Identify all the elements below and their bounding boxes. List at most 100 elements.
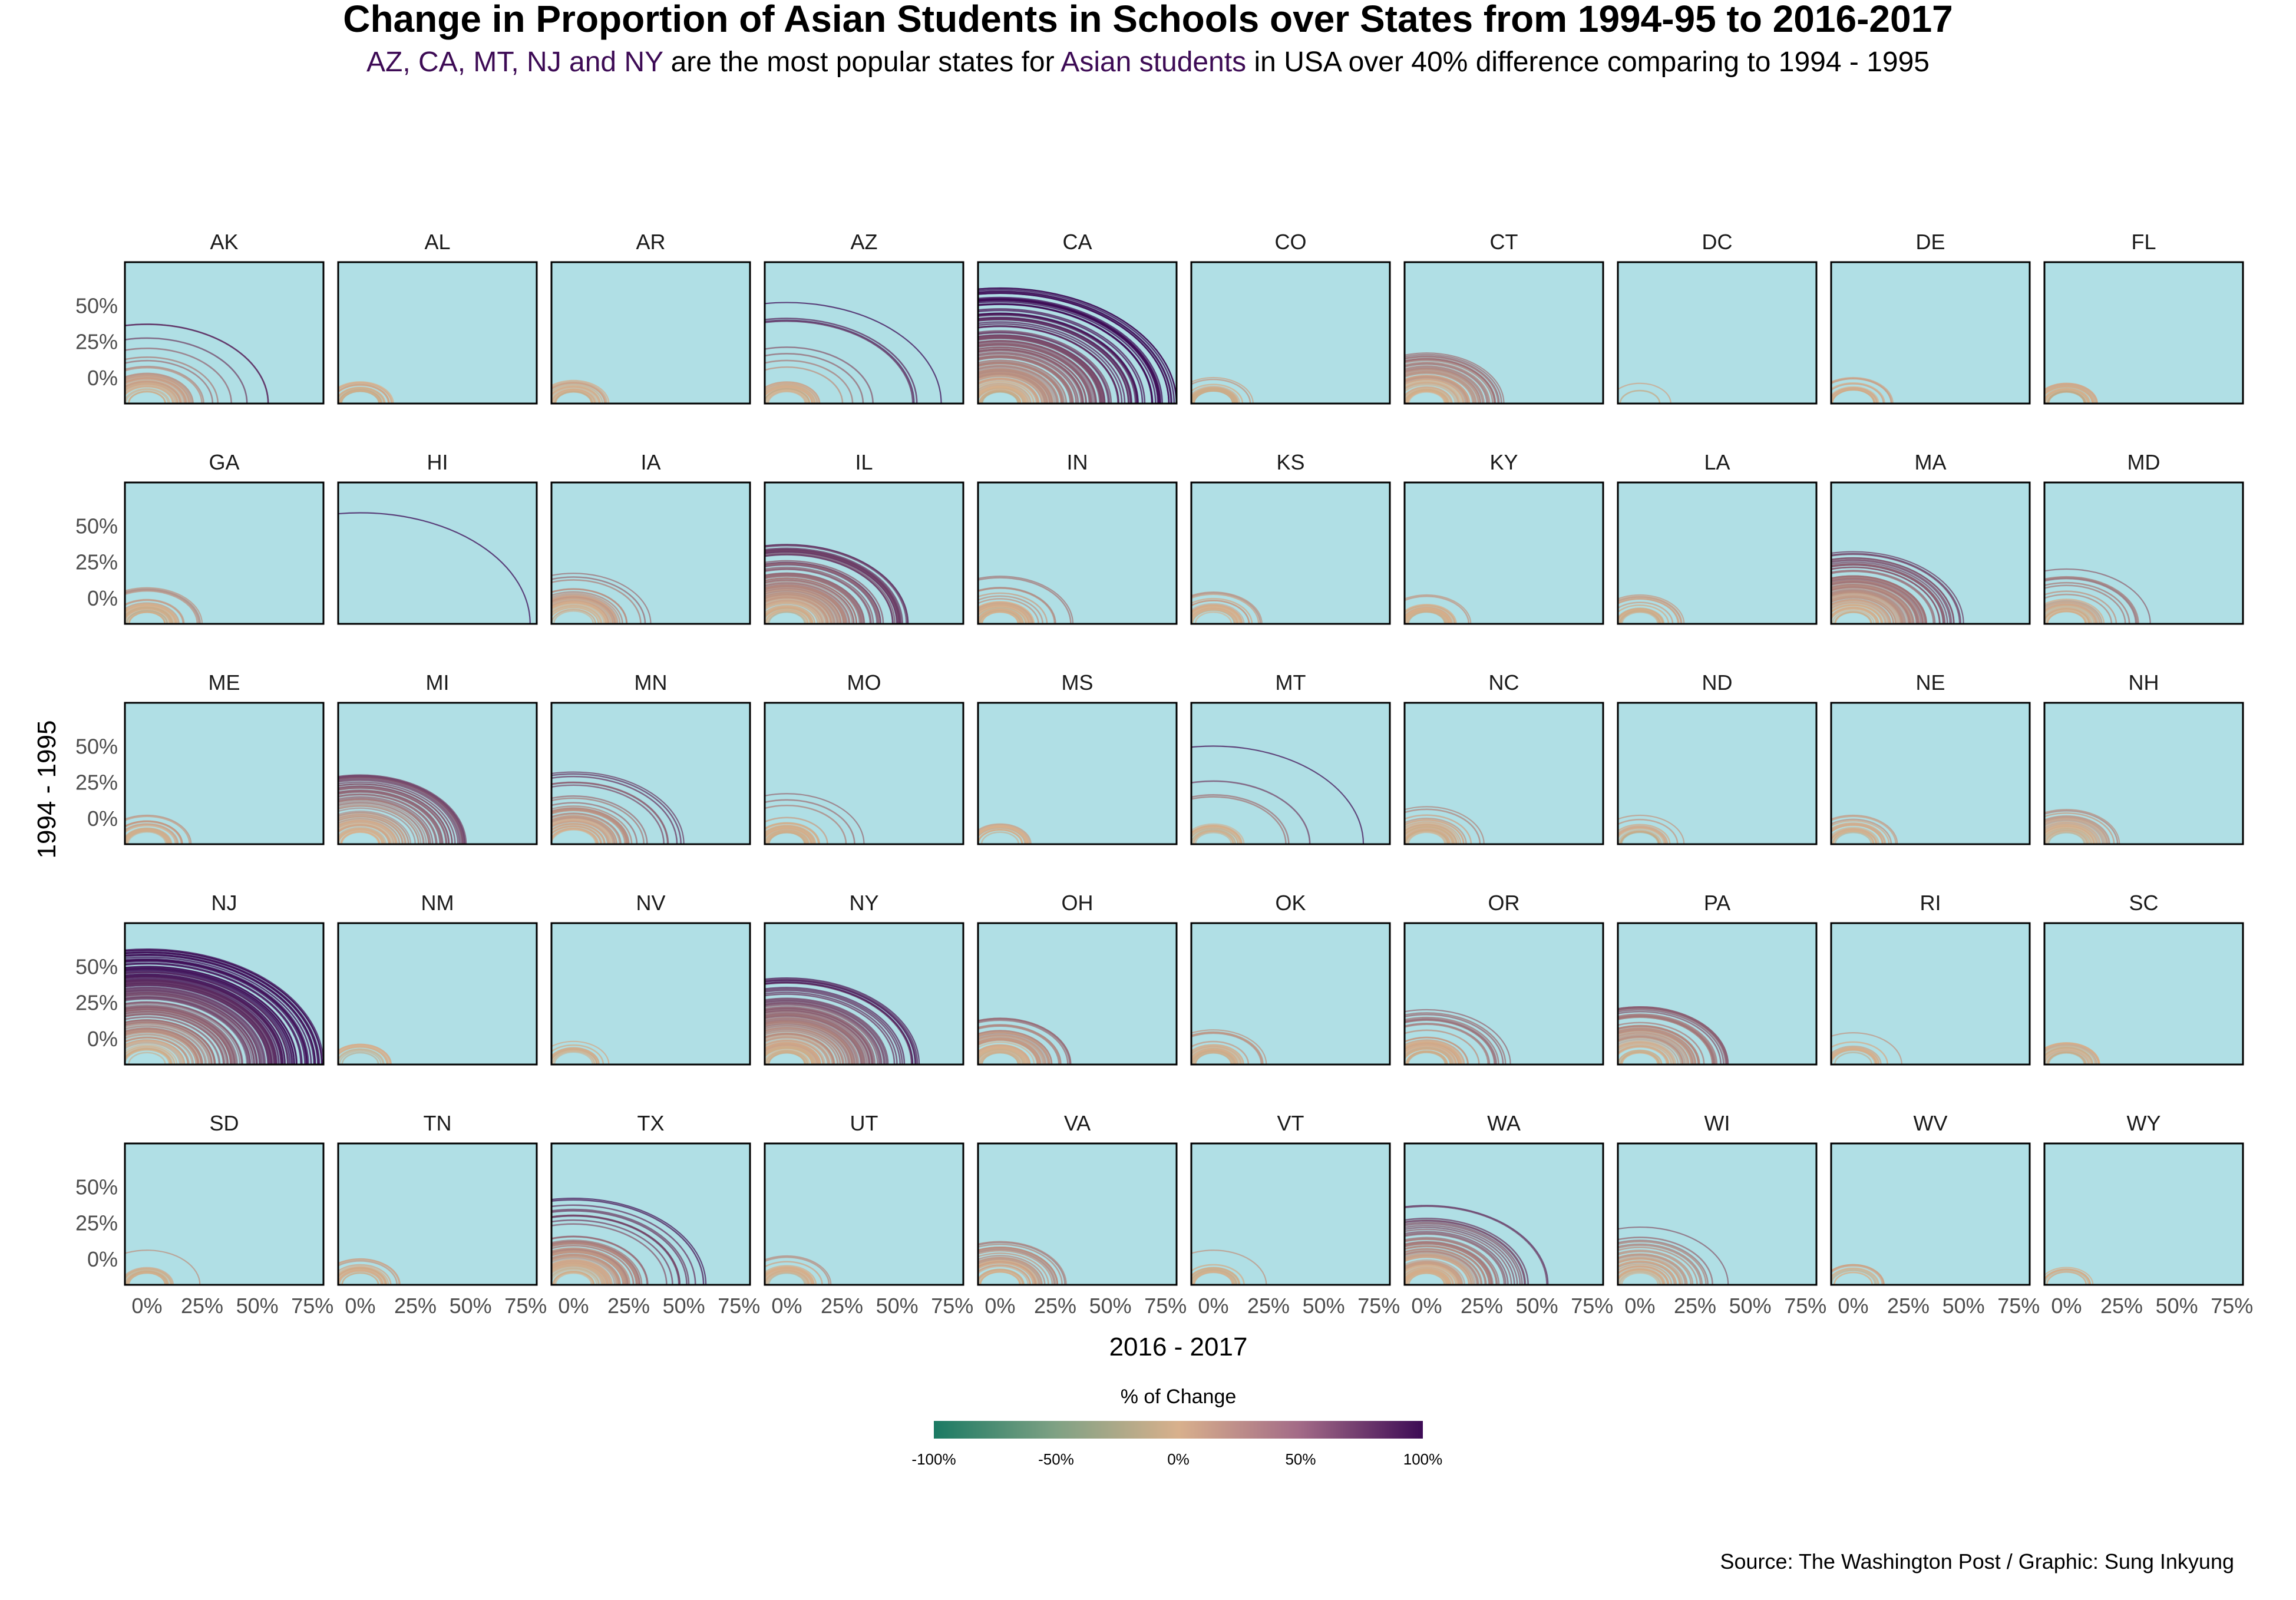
arc-mark — [2046, 831, 2087, 844]
arc-group — [1191, 1249, 1267, 1285]
arc-mark — [978, 312, 1139, 404]
arc-mark — [1405, 1252, 1476, 1285]
x-tick-label: 25% — [394, 1294, 437, 1318]
arc-mark — [338, 779, 459, 844]
arc-mark — [768, 391, 806, 404]
y-tick-label: 0% — [87, 586, 118, 610]
x-axis-label: 2016 - 2017 — [1109, 1333, 1248, 1361]
arc-mark — [765, 346, 874, 404]
arc-mark — [978, 1262, 1035, 1285]
arc-group — [1191, 1029, 1267, 1065]
arc-mark — [125, 1019, 216, 1065]
arc-mark — [765, 1044, 818, 1065]
arc-mark — [765, 1045, 816, 1065]
arc-mark — [551, 816, 616, 844]
arc-mark — [125, 1034, 193, 1065]
arc-mark — [125, 1013, 225, 1065]
arc-mark — [551, 601, 608, 624]
arc-mark — [765, 1033, 834, 1065]
arc-mark — [2044, 1049, 2089, 1065]
arc-mark — [125, 1267, 174, 1285]
arc-mark — [1191, 829, 1236, 844]
arc-mark — [2044, 577, 2138, 624]
arc-mark — [125, 976, 282, 1065]
arc-mark — [125, 1249, 201, 1285]
x-tick-label: 0% — [558, 1294, 589, 1318]
arc-mark — [1831, 551, 1964, 624]
arc-mark — [125, 587, 203, 624]
arc-mark — [1831, 1268, 1878, 1285]
arc-mark — [982, 391, 1019, 404]
arc-mark — [1831, 386, 1879, 404]
arc-mark — [765, 1008, 873, 1065]
arc-mark — [1405, 352, 1505, 404]
arc-group — [338, 1258, 401, 1285]
arc-mark — [1618, 608, 1663, 624]
y-tick-label: 50% — [75, 293, 118, 318]
arc-mark — [1618, 1043, 1673, 1065]
x-tick-label: 75% — [1571, 1294, 1613, 1318]
arc-mark — [1619, 1271, 1661, 1285]
facet-strip-label: TX — [637, 1111, 664, 1135]
facet-panel: OH — [977, 891, 1178, 1066]
arc-mark — [551, 1254, 620, 1285]
arc-mark — [551, 829, 597, 844]
facet-panel: CO — [1190, 230, 1391, 405]
facet-panel: WY 0% 25% 50% 75% — [2043, 1111, 2253, 1318]
arc-mark — [1618, 1249, 1694, 1285]
x-tick-label: 0% — [771, 1294, 802, 1318]
facet-strip-label: DE — [1915, 230, 1945, 254]
arc-mark — [1191, 609, 1237, 624]
facet-panel: AZ — [764, 230, 964, 405]
arc-mark — [978, 341, 1095, 404]
arc-group — [125, 323, 269, 404]
arc-mark — [2044, 816, 2108, 844]
facet-panel: CT — [1403, 230, 1604, 405]
facet-panel: DE — [1830, 230, 2031, 405]
arc-mark — [765, 1029, 841, 1065]
arc-mark — [1191, 604, 1243, 624]
x-tick-label: 50% — [236, 1294, 279, 1318]
arc-mark — [125, 960, 307, 1065]
arc-mark — [1191, 609, 1235, 624]
panel-border — [977, 922, 1178, 1066]
arc-mark — [1405, 1017, 1499, 1065]
arc-mark — [551, 1251, 625, 1285]
x-tick-label: 0% — [1411, 1294, 1442, 1318]
legend-colorbar — [934, 1421, 1423, 1439]
arc-mark — [1191, 593, 1260, 624]
arc-mark — [1621, 1272, 1659, 1285]
arc-mark — [1405, 381, 1461, 404]
arc-mark — [551, 605, 602, 624]
facet-strip-label: OK — [1275, 891, 1306, 915]
arc-mark — [339, 389, 381, 404]
arc-group — [551, 1040, 610, 1065]
arc-mark — [1831, 1267, 1879, 1285]
panel-background — [551, 923, 750, 1065]
arc-mark — [1405, 1241, 1493, 1285]
arc-mark — [765, 386, 813, 404]
arc-mark — [338, 819, 398, 844]
arc-mark — [765, 1265, 817, 1285]
arc-mark — [1405, 1248, 1483, 1285]
arc-mark — [1405, 1262, 1461, 1285]
arc-mark — [338, 822, 393, 844]
arc-mark — [338, 807, 417, 844]
arc-mark — [1405, 1255, 1472, 1285]
arc-mark — [978, 343, 1092, 404]
arc-mark — [978, 1019, 1069, 1065]
arc-mark — [2044, 388, 2090, 404]
y-tick-label: 25% — [75, 550, 118, 574]
arc-mark — [978, 1030, 1053, 1065]
arc-mark — [338, 777, 462, 844]
arc-mark — [1831, 824, 1884, 844]
arc-mark — [1831, 559, 1953, 624]
arc-mark — [551, 821, 609, 844]
arc-group — [125, 948, 323, 1065]
arc-mark — [125, 992, 257, 1065]
arc-mark — [2044, 1047, 2093, 1065]
arc-mark — [1618, 1265, 1670, 1285]
arc-group — [1191, 745, 1365, 844]
arc-mark — [338, 800, 427, 844]
arc-mark — [125, 995, 253, 1065]
